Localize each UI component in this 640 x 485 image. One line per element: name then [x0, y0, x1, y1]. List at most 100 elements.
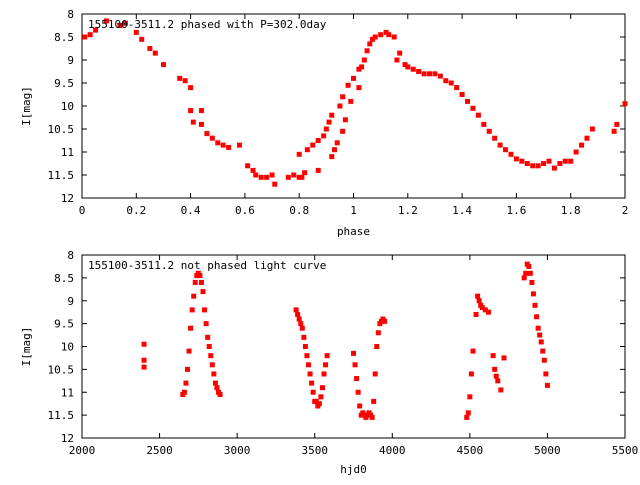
data-point	[475, 293, 481, 299]
x-tick-label: 3500	[301, 444, 328, 457]
data-point	[321, 133, 327, 139]
data-point	[316, 401, 322, 407]
y-tick-label: 9.5	[54, 77, 74, 90]
data-point	[253, 172, 259, 178]
data-point	[584, 135, 590, 141]
data-point	[611, 128, 617, 134]
plot-frame-2	[81, 254, 626, 439]
data-point	[152, 50, 158, 56]
data-point	[513, 156, 519, 162]
y-tick-label: 10	[61, 341, 74, 354]
x-tick-label: 2	[622, 204, 629, 217]
data-point	[352, 362, 358, 368]
y-tick-label: 11	[61, 146, 74, 159]
data-point	[530, 163, 536, 169]
data-point	[214, 385, 220, 391]
y-tick-label: 8	[67, 249, 74, 262]
data-point	[410, 66, 416, 72]
data-point	[526, 263, 532, 269]
data-point	[310, 142, 316, 148]
data-point	[181, 389, 187, 395]
data-point	[557, 161, 563, 166]
data-point	[318, 394, 324, 400]
x-tick-label: 2500	[146, 444, 173, 457]
data-point	[544, 382, 550, 388]
data-point	[374, 344, 380, 349]
data-point	[298, 321, 304, 327]
data-point	[315, 167, 321, 173]
data-point	[309, 380, 315, 386]
data-point	[501, 355, 507, 361]
data-point	[508, 151, 514, 157]
data-point	[345, 82, 351, 88]
data-point	[188, 108, 194, 114]
data-point	[301, 334, 307, 340]
data-point	[397, 50, 403, 56]
y-tick-label: 8	[67, 8, 74, 21]
data-point	[205, 334, 211, 340]
data-point	[540, 348, 546, 354]
data-point	[139, 36, 145, 42]
data-point	[337, 103, 343, 109]
data-point	[117, 23, 123, 28]
y-tick-label: 9	[67, 295, 74, 308]
data-point	[334, 140, 340, 146]
y-tick-label: 11.5	[48, 169, 75, 182]
data-point	[133, 29, 139, 35]
data-point	[291, 172, 297, 178]
data-point	[497, 142, 503, 148]
data-point	[372, 371, 378, 377]
data-point	[202, 307, 208, 313]
data-point	[103, 18, 109, 24]
data-point	[370, 36, 376, 42]
data-point	[369, 414, 375, 420]
data-point	[495, 378, 501, 384]
data-point	[437, 73, 443, 79]
data-point	[541, 357, 547, 363]
data-point	[323, 126, 329, 132]
data-point	[473, 311, 479, 317]
y-tick-label: 9	[67, 54, 74, 67]
data-point	[405, 64, 411, 70]
data-point	[188, 85, 194, 91]
data-point	[378, 32, 384, 38]
data-point	[579, 142, 585, 148]
data-point	[304, 147, 310, 153]
data-point	[589, 126, 595, 132]
data-point	[490, 353, 496, 359]
data-point	[543, 371, 549, 377]
data-point	[295, 311, 301, 317]
data-point	[465, 410, 471, 416]
x-tick-label: 4500	[457, 444, 484, 457]
data-point	[212, 380, 218, 386]
x-tick-label: 0	[79, 204, 86, 217]
data-point	[546, 158, 552, 164]
data-point	[215, 140, 221, 146]
y-axis-label: I[mag]	[20, 86, 33, 126]
data-point	[354, 376, 360, 382]
data-point	[285, 174, 291, 180]
data-point	[432, 71, 438, 77]
data-point	[524, 161, 530, 166]
data-point	[208, 353, 214, 359]
data-point	[476, 298, 482, 304]
data-point	[331, 147, 337, 153]
x-tick-label: 0.8	[289, 204, 309, 217]
data-point	[367, 41, 373, 47]
y-tick-label: 8.5	[54, 31, 74, 44]
data-point	[382, 318, 388, 324]
data-point	[250, 167, 256, 173]
x-tick-label: 1.8	[561, 204, 581, 217]
data-point	[391, 34, 397, 40]
x-tick-label: 5500	[612, 444, 639, 457]
chart-title: 155100-3511.2 phased with P=302.0day	[88, 18, 327, 31]
data-point	[304, 353, 310, 359]
data-point	[448, 80, 454, 86]
data-point	[326, 119, 332, 125]
data-point	[147, 46, 153, 51]
x-tick-label: 3000	[224, 444, 251, 457]
data-point	[459, 92, 465, 97]
data-point	[184, 366, 190, 372]
data-point	[299, 325, 305, 331]
